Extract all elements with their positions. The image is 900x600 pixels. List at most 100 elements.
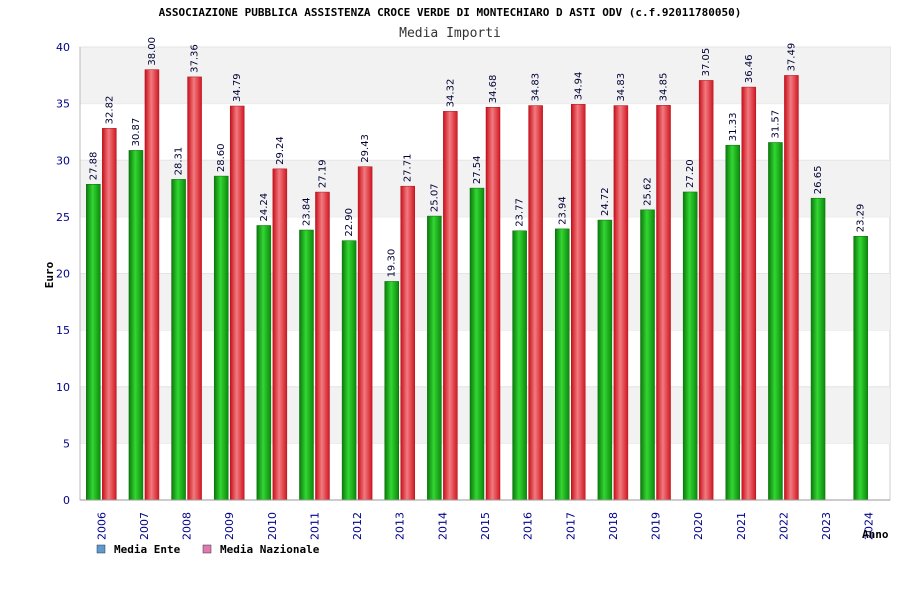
x-tick-label: 2018 bbox=[607, 512, 620, 540]
y-tick-label: 25 bbox=[56, 211, 70, 224]
legend-label-media-nazionale: Media Nazionale bbox=[220, 543, 320, 556]
x-tick-label: 2024 bbox=[863, 512, 876, 540]
y-tick-label: 15 bbox=[56, 324, 70, 337]
y-tick-label: 30 bbox=[56, 154, 70, 167]
data-label: 23.29 bbox=[856, 204, 867, 233]
data-label: 34.79 bbox=[232, 73, 243, 102]
bars: 27.88 32.82 30.87 38.00 28.31 37.36 28.60 34.79… bbox=[86, 37, 868, 501]
chart-title: ASSOCIAZIONE PUBBLICA ASSISTENZA CROCE V… bbox=[159, 6, 742, 19]
bar-media-nazionale-2013 bbox=[400, 185, 415, 501]
bar-media-nazionale-2016 bbox=[528, 105, 543, 501]
y-tick-label: 10 bbox=[56, 381, 70, 394]
data-label: 29.43 bbox=[360, 134, 371, 163]
x-tick-label: 2008 bbox=[181, 512, 194, 540]
chart-subtitle: Media Importi bbox=[399, 26, 501, 41]
bar-media-nazionale-2012 bbox=[357, 166, 373, 501]
y-axis: 0 5 10 15 20 25 30 35 40 bbox=[56, 41, 81, 507]
x-tick-label: 2015 bbox=[479, 512, 492, 540]
bar-media-nazionale-2020 bbox=[698, 80, 714, 501]
y-tick-label: 5 bbox=[63, 437, 70, 450]
x-tick-label: 2023 bbox=[820, 512, 833, 540]
bar-media-ente-2009 bbox=[213, 175, 229, 501]
x-tick-label: 2014 bbox=[436, 512, 449, 540]
bar-media-ente-2017 bbox=[555, 228, 570, 501]
bar-media-nazionale-2021 bbox=[741, 86, 757, 501]
data-label: 36.46 bbox=[744, 54, 755, 83]
data-label: 28.60 bbox=[216, 143, 227, 172]
bar-media-nazionale-2019 bbox=[656, 105, 671, 501]
bar-media-ente-2008 bbox=[171, 179, 186, 501]
legend-swatch-media-nazionale bbox=[202, 544, 212, 554]
data-label: 24.24 bbox=[259, 193, 270, 222]
bar-media-nazionale-2018 bbox=[613, 105, 629, 501]
data-label: 34.68 bbox=[488, 75, 499, 104]
data-label: 22.90 bbox=[344, 208, 355, 237]
bar-media-ente-2016 bbox=[512, 230, 527, 501]
x-axis-label: Anno bbox=[862, 528, 889, 541]
y-tick-label: 20 bbox=[56, 268, 70, 281]
bar-media-ente-2021 bbox=[725, 144, 741, 501]
x-tick-label: 2006 bbox=[95, 512, 108, 540]
data-label: 27.88 bbox=[88, 152, 99, 181]
data-label: 19.30 bbox=[387, 249, 398, 278]
data-label: 34.83 bbox=[616, 73, 627, 102]
data-label: 29.24 bbox=[275, 136, 286, 165]
data-label: 24.72 bbox=[600, 187, 611, 216]
data-label: 23.94 bbox=[557, 196, 568, 225]
data-label: 32.82 bbox=[104, 96, 115, 125]
data-label: 34.83 bbox=[531, 73, 542, 102]
bar-media-ente-2018 bbox=[597, 219, 613, 501]
data-label: 25.62 bbox=[643, 177, 654, 206]
legend: Media Ente Media Nazionale bbox=[96, 543, 320, 556]
x-tick-label: 2019 bbox=[650, 512, 663, 540]
data-label: 27.54 bbox=[472, 155, 483, 184]
bar-media-nazionale-2008 bbox=[187, 76, 202, 501]
data-label: 34.94 bbox=[573, 72, 584, 101]
bar-media-nazionale-2007 bbox=[144, 69, 160, 501]
data-label: 34.85 bbox=[659, 73, 670, 102]
y-tick-label: 40 bbox=[56, 41, 70, 54]
bar-media-ente-2023 bbox=[810, 197, 826, 501]
x-tick-label: 2016 bbox=[522, 512, 535, 540]
data-label: 31.57 bbox=[770, 110, 781, 139]
bar-media-nazionale-2011 bbox=[315, 191, 330, 501]
x-tick-label: 2009 bbox=[223, 512, 236, 540]
x-tick-label: 2010 bbox=[266, 512, 279, 540]
bar-media-ente-2007 bbox=[128, 150, 144, 501]
data-label: 38.00 bbox=[147, 37, 158, 66]
bar-media-ente-2010 bbox=[256, 225, 272, 501]
data-label: 37.49 bbox=[786, 43, 797, 72]
data-label: 31.33 bbox=[728, 113, 739, 142]
data-label: 23.77 bbox=[515, 198, 526, 227]
data-label: 34.32 bbox=[445, 79, 456, 108]
x-tick-label: 2017 bbox=[564, 512, 577, 540]
x-tick-label: 2013 bbox=[394, 512, 407, 540]
data-label: 26.65 bbox=[813, 166, 824, 195]
data-label: 27.71 bbox=[403, 154, 414, 183]
bar-media-ente-2012 bbox=[341, 240, 357, 501]
bar-media-ente-2013 bbox=[384, 281, 399, 501]
data-label: 27.19 bbox=[317, 159, 328, 188]
y-axis-label: Euro bbox=[43, 261, 56, 288]
bar-media-ente-2014 bbox=[427, 215, 442, 501]
bar-media-nazionale-2009 bbox=[229, 105, 245, 501]
bar-media-nazionale-2017 bbox=[571, 104, 586, 501]
bar-media-ente-2024 bbox=[853, 235, 868, 501]
data-label: 37.05 bbox=[701, 48, 712, 77]
x-axis: 2006 2007 2008 2009 2010 2011 2012 2013 2014 2015… bbox=[80, 499, 890, 540]
bar-media-ente-2022 bbox=[768, 142, 783, 501]
bar-media-nazionale-2015 bbox=[485, 106, 501, 501]
bar-media-ente-2019 bbox=[640, 209, 655, 501]
bar-media-ente-2015 bbox=[469, 187, 485, 501]
legend-swatch-media-ente bbox=[96, 544, 106, 554]
x-tick-label: 2011 bbox=[308, 512, 321, 540]
bar-media-ente-2020 bbox=[682, 191, 698, 501]
data-label: 37.36 bbox=[190, 44, 201, 73]
data-label: 25.07 bbox=[429, 183, 440, 212]
y-tick-label: 0 bbox=[63, 494, 70, 507]
bar-media-nazionale-2022 bbox=[784, 75, 799, 501]
data-label: 28.31 bbox=[174, 147, 185, 176]
x-tick-label: 2021 bbox=[735, 512, 748, 540]
x-tick-label: 2020 bbox=[692, 512, 705, 540]
